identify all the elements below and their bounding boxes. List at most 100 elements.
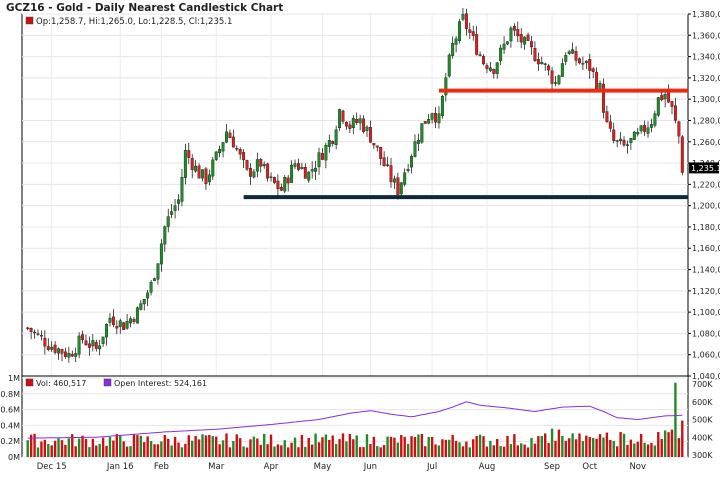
volume-bar <box>64 444 67 457</box>
volume-bar <box>95 445 98 457</box>
candle-body <box>571 49 575 54</box>
candle-body <box>365 126 369 131</box>
volume-bar <box>585 435 588 457</box>
volume-bar <box>602 437 605 457</box>
volume-bar <box>232 440 235 457</box>
candle-body <box>341 110 345 122</box>
candle-body <box>406 168 410 171</box>
volume-panel <box>21 375 689 458</box>
volume-bar <box>252 436 256 457</box>
volume-bar <box>242 446 245 457</box>
candle-body <box>430 113 434 120</box>
volume-bar <box>112 440 115 457</box>
volume-bar <box>177 442 180 457</box>
volume-bar <box>259 444 262 457</box>
price-tick-label: 1,080,0 <box>692 329 720 338</box>
volume-bar <box>139 435 143 457</box>
candle-body <box>649 124 653 128</box>
volume-bar <box>441 439 444 457</box>
volume-bar <box>283 440 286 457</box>
candle-body <box>259 158 263 167</box>
candle-body <box>125 320 129 329</box>
price-tick-label: 1,040,0 <box>692 372 720 381</box>
volume-bar <box>489 440 492 457</box>
candle-body <box>166 216 170 227</box>
volume-bar <box>304 446 307 457</box>
candle-body <box>180 177 184 202</box>
volume-tick-label: 0.4M <box>0 421 20 430</box>
volume-bar <box>341 433 345 457</box>
volume-bar <box>420 433 424 457</box>
volume-bar <box>595 438 598 457</box>
candle-body <box>273 177 276 183</box>
candle-body <box>533 48 537 61</box>
candle-body <box>211 159 215 177</box>
open-interest-label: Open Interest: 524,161 <box>114 379 207 388</box>
volume-bar <box>646 444 650 457</box>
volume-bar <box>567 438 571 457</box>
candle-body <box>300 166 304 170</box>
candle-body <box>84 340 88 346</box>
candle-body <box>554 82 557 84</box>
candle-body <box>605 111 609 122</box>
volume-bar <box>557 429 561 457</box>
candle-body <box>636 131 640 135</box>
month-tick-label: Feb <box>154 462 169 472</box>
volume-bar <box>520 443 523 457</box>
candle-body <box>235 148 239 150</box>
volume-bar <box>269 434 273 457</box>
candle-body <box>338 109 342 129</box>
volume-bar <box>550 428 554 457</box>
volume-bar <box>167 438 170 457</box>
volume-bar <box>612 441 615 457</box>
volume-bar <box>300 434 304 457</box>
volume-bar <box>328 439 331 457</box>
candle-body <box>149 282 153 293</box>
candle-body <box>286 177 290 184</box>
volume-bar <box>235 434 238 457</box>
month-tick-label: Oct <box>582 462 597 472</box>
volume-bar <box>290 442 293 457</box>
volume-left-axis: 1M 0.8M 0.6M 0.4M 0.2M 0M <box>0 374 20 462</box>
volume-bar <box>136 435 139 457</box>
price-tick-label: 1,320,0 <box>692 74 720 83</box>
price-grid <box>22 13 688 377</box>
candle-body <box>660 95 664 101</box>
candle-body <box>94 342 98 349</box>
volume-bar <box>578 433 581 457</box>
volume-bar <box>403 436 406 457</box>
volume-bar <box>187 435 190 457</box>
candle-body <box>87 343 91 348</box>
price-tick-label: 1,300,0 <box>692 95 720 104</box>
volume-bar <box>57 438 60 457</box>
volume-bar <box>496 439 499 457</box>
volume-bar <box>314 433 317 457</box>
volume-bar <box>454 440 458 457</box>
candle-body <box>557 75 561 85</box>
candle-body <box>129 318 132 324</box>
price-tick-label: 1,260,0 <box>692 138 720 147</box>
volume-legend: Vol: 460,517 Open Interest: 524,161 <box>25 378 207 388</box>
candle-body <box>667 92 671 103</box>
volume-bar <box>588 437 591 457</box>
candle-body <box>77 335 81 355</box>
candle-body <box>492 69 496 74</box>
volume-bar <box>458 442 461 457</box>
candle-body <box>115 326 119 329</box>
volume-bar <box>256 438 259 457</box>
candle-body <box>197 165 201 179</box>
volume-bar <box>238 438 242 457</box>
candle-body <box>63 351 67 357</box>
price-tick-label: 1,180,0 <box>692 223 720 232</box>
candle-body <box>225 131 228 143</box>
candle-body <box>269 176 273 178</box>
candle-body <box>320 153 324 160</box>
ohlc-legend: Op:1,258.7, Hi:1,265.0, Lo:1,228.5, Cl:1… <box>25 16 232 27</box>
volume-bar <box>516 445 519 457</box>
candle-body <box>495 62 499 74</box>
candle-body <box>355 119 359 123</box>
candle-body <box>389 165 393 183</box>
volume-bar <box>105 445 108 457</box>
candle-body <box>290 164 294 183</box>
volume-bar <box>430 436 434 457</box>
